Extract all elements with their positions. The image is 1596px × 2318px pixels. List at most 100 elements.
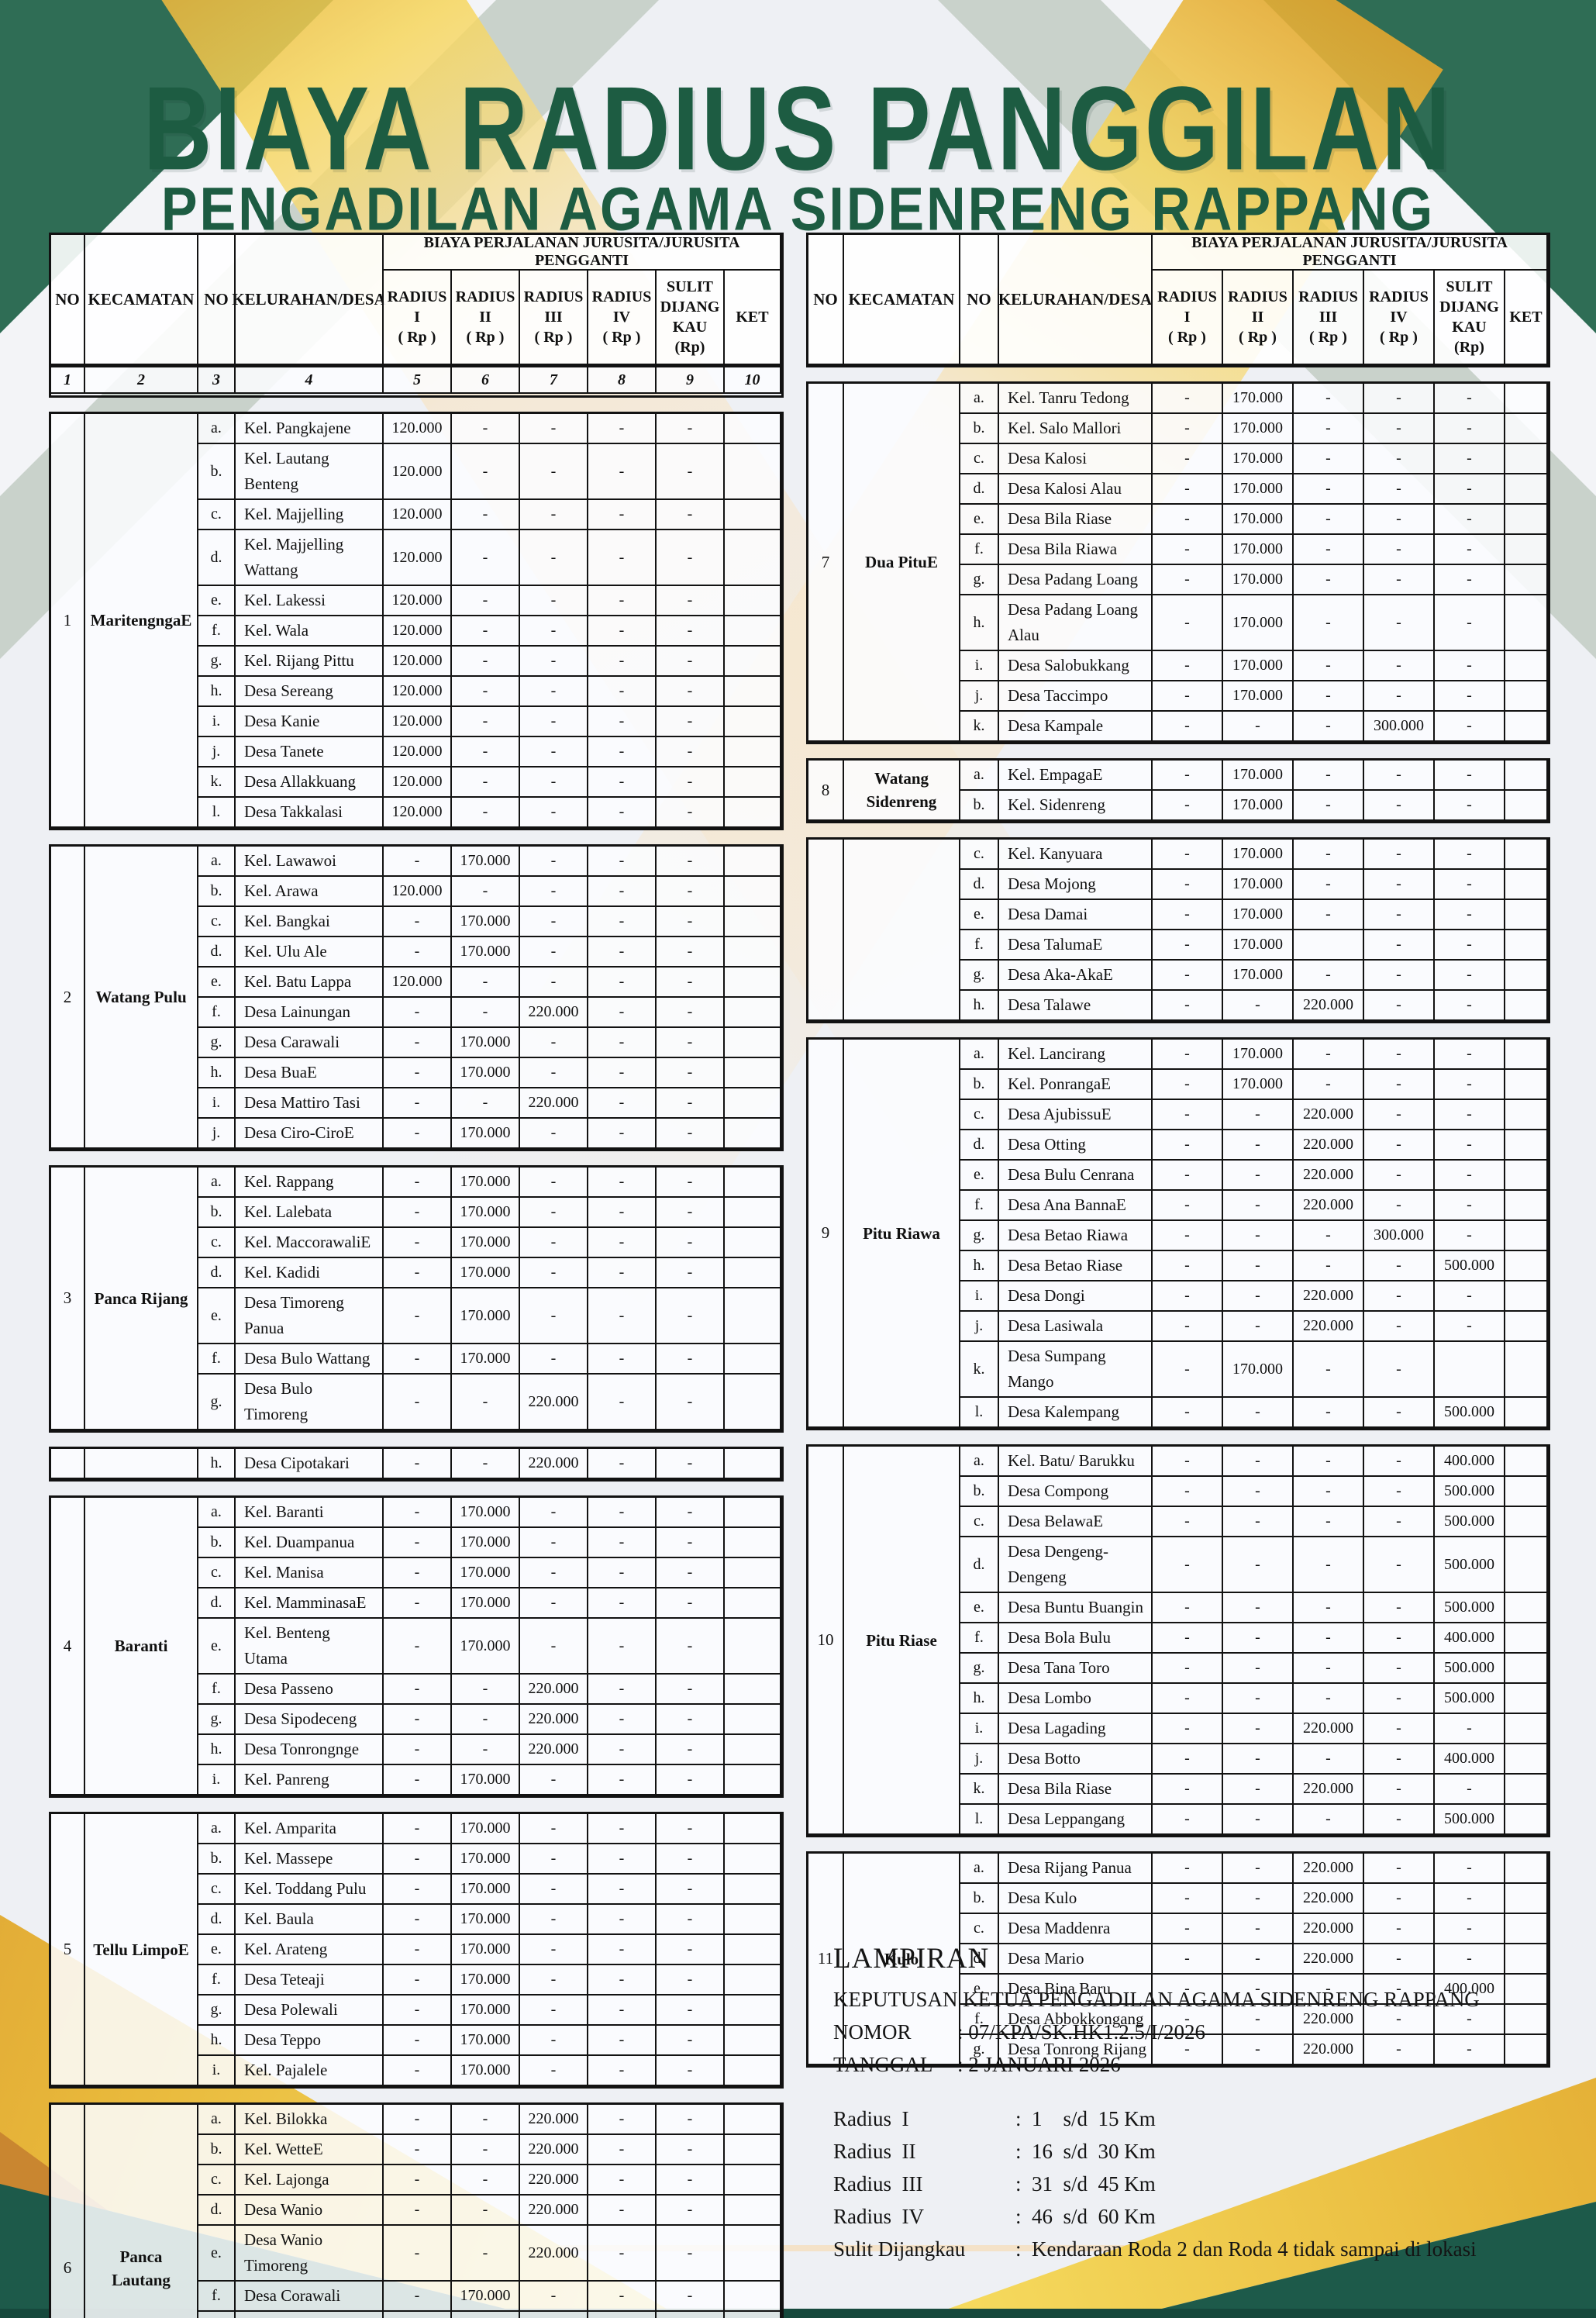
cell-radius-ii: 170.000 <box>1223 791 1294 821</box>
column-number: 5 <box>384 367 452 394</box>
village-name: Desa Tonrongnge <box>236 1735 384 1765</box>
cell-sulit-dijangkau: - <box>1435 1775 1505 1805</box>
cell-ket <box>725 1619 781 1675</box>
cell-sulit-dijangkau: 400.000 <box>1435 1744 1505 1775</box>
cell-ket <box>725 2226 781 2282</box>
cell-radius-i: - <box>384 1905 452 1935</box>
cell-radius-i: - <box>384 1765 452 1795</box>
cell-radius-iii: - <box>520 1995 588 2026</box>
village-name: Desa Tanete <box>236 737 384 767</box>
cell-sulit-dijangkau: - <box>657 1119 725 1149</box>
cell-radius-iv: - <box>588 1675 657 1705</box>
village-name: Desa Passeno <box>236 1675 384 1705</box>
row-letter: h. <box>960 595 999 651</box>
cell-ket <box>1505 1507 1548 1537</box>
cell-radius-i: - <box>1153 1884 1223 1914</box>
cell-radius-ii: 170.000 <box>452 1528 520 1558</box>
village-name: Desa Cipotakari <box>236 1449 384 1479</box>
village-name: Desa Timoreng Panua <box>236 1288 384 1344</box>
cell-radius-ii: - <box>452 707 520 737</box>
cell-radius-iii: - <box>1294 474 1364 505</box>
cell-sulit-dijangkau: - <box>1435 1884 1505 1914</box>
cell-sulit-dijangkau: - <box>1435 870 1505 900</box>
cell-radius-iii: - <box>520 1619 588 1675</box>
row-letter: h. <box>198 677 236 707</box>
village-name: Desa Betao Riase <box>999 1251 1153 1281</box>
row-letter: b. <box>960 1477 999 1507</box>
cell-radius-iii: - <box>1294 1654 1364 1684</box>
cell-ket <box>725 1375 781 1430</box>
cell-radius-ii: - <box>1223 1447 1294 1477</box>
cell-sulit-dijangkau: - <box>1435 1070 1505 1100</box>
row-letter: b. <box>960 414 999 444</box>
cell-radius-ii: 170.000 <box>1223 930 1294 961</box>
village-name: Kel. Tanru Tedong <box>999 384 1153 414</box>
village-name: Desa Bulu Cenrana <box>999 1161 1153 1191</box>
column-number: 10 <box>725 367 781 394</box>
cell-radius-iii: - <box>520 1875 588 1905</box>
cell-radius-i: - <box>384 1528 452 1558</box>
cell-radius-iii: - <box>520 2282 588 2312</box>
cell-ket <box>725 1088 781 1119</box>
cell-radius-ii: - <box>452 414 520 444</box>
cell-ket <box>725 1058 781 1088</box>
cell-radius-iv: - <box>588 1705 657 1735</box>
cell-radius-i: - <box>384 1735 452 1765</box>
cell-radius-iv: - <box>1364 1914 1435 1944</box>
cell-radius-i: - <box>384 2312 452 2318</box>
row-letter: e. <box>198 1288 236 1344</box>
cell-radius-i: 120.000 <box>384 647 452 677</box>
cell-radius-iii: - <box>1294 444 1364 474</box>
cell-radius-iv: - <box>1364 791 1435 821</box>
cell-radius-i: - <box>1153 1312 1223 1342</box>
cell-sulit-dijangkau: 500.000 <box>1435 1251 1505 1281</box>
cell-radius-i: - <box>1153 1944 1223 1975</box>
row-letter: l. <box>960 1398 999 1428</box>
row-letter: c. <box>960 1507 999 1537</box>
kecamatan-block-6: 6 Panca Lautang a. Kel. Bilokka - -220.000- - b… <box>49 2102 784 2318</box>
row-letter: b. <box>198 1528 236 1558</box>
kecamatan-name: Panca Rijang <box>85 1168 198 1430</box>
cell-sulit-dijangkau <box>1435 1342 1505 1398</box>
cell-radius-iii: - <box>520 968 588 998</box>
cell-radius-ii: 170.000 <box>1223 681 1294 712</box>
row-letter: c. <box>198 1558 236 1588</box>
kecamatan-no <box>808 840 844 1021</box>
cell-radius-ii: - <box>1223 1623 1294 1654</box>
page-subtitle: PENGADILAN AGAMA SIDENRENG RAPPANG <box>160 175 1436 243</box>
cell-sulit-dijangkau: 400.000 <box>1435 1975 1505 2005</box>
cell-radius-i: - <box>384 1058 452 1088</box>
cell-radius-iv: - <box>588 616 657 647</box>
cell-radius-i: - <box>1153 1100 1223 1130</box>
kecamatan-no: 7 <box>808 384 844 742</box>
cell-ket <box>725 1168 781 1198</box>
row-letter: f. <box>198 998 236 1028</box>
cell-ket <box>725 444 781 500</box>
cell-radius-ii: 170.000 <box>452 2026 520 2056</box>
row-letter: c. <box>198 1875 236 1905</box>
cell-radius-iii: - <box>1294 1398 1364 1428</box>
cell-radius-ii: - <box>452 798 520 828</box>
legend-label: Radius III <box>833 2172 923 2196</box>
cell-radius-iii: - <box>520 677 588 707</box>
legend-row: Radius II: 16 s/d 30 Km <box>833 2135 1554 2168</box>
cell-radius-iv: - <box>588 1088 657 1119</box>
row-letter: d. <box>960 1130 999 1161</box>
cell-ket <box>1505 1100 1548 1130</box>
village-name: Desa Mario <box>999 1944 1153 1975</box>
cell-sulit-dijangkau: - <box>1435 474 1505 505</box>
kecamatan-name <box>85 1449 198 1479</box>
village-name: Desa Aka-AkaE <box>999 961 1153 991</box>
cell-radius-ii: 170.000 <box>452 1198 520 1228</box>
cell-radius-i: - <box>1153 1914 1223 1944</box>
cell-radius-i: - <box>1153 991 1223 1021</box>
cell-radius-i: 120.000 <box>384 530 452 586</box>
col-header-radius-ii: RADIUS II ( Rp ) <box>452 271 520 365</box>
cell-radius-i: - <box>1153 2005 1223 2035</box>
village-name: Desa Allakkuang <box>236 767 384 798</box>
cell-radius-ii: - <box>452 2165 520 2196</box>
cell-radius-iv: - <box>1364 900 1435 930</box>
cell-radius-ii: 170.000 <box>1223 414 1294 444</box>
cell-radius-iii: - <box>520 1528 588 1558</box>
cell-sulit-dijangkau: - <box>657 647 725 677</box>
